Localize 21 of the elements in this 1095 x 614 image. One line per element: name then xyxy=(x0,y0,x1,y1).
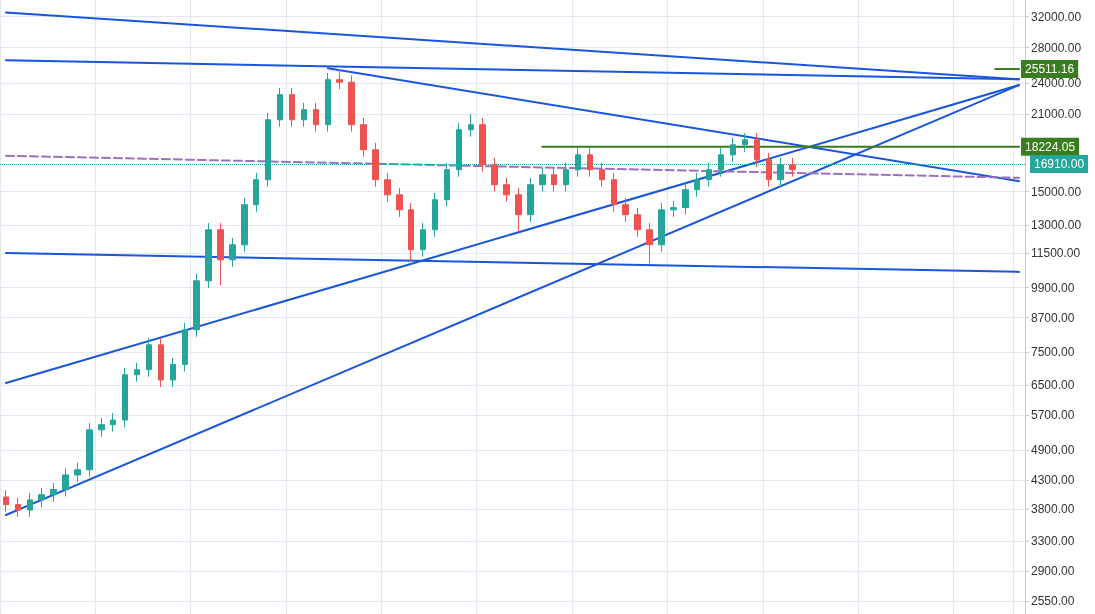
y-tick-label: 3300.00 xyxy=(1031,534,1075,549)
y-tick-label: 4900.00 xyxy=(1031,443,1075,458)
data-label: 18224.05 xyxy=(1025,139,1076,154)
y-tick-label: 7500.00 xyxy=(1031,344,1075,359)
y-tick-label: 2900.00 xyxy=(1031,564,1075,579)
y-tick-label: 13000.00 xyxy=(1031,217,1082,232)
y-tick-label: 15000.00 xyxy=(1031,184,1082,199)
y-tick-label: 4300.00 xyxy=(1031,473,1075,488)
y-tick-label: 32000.00 xyxy=(1031,9,1082,24)
y-tick-label: 9900.00 xyxy=(1031,280,1075,295)
y-tick-label: 8700.00 xyxy=(1031,310,1075,325)
y-tick-label: 21000.00 xyxy=(1031,106,1082,121)
data-label: 25511.16 xyxy=(1025,62,1075,77)
y-tick-label: 11500.00 xyxy=(1031,246,1081,261)
y-tick-label: 6500.00 xyxy=(1031,377,1075,392)
ref-line-label: 16910.00 xyxy=(1034,157,1085,172)
y-tick-label: 3800.00 xyxy=(1031,501,1075,516)
y-tick-label: 5700.00 xyxy=(1031,408,1075,423)
y-tick-label: 28000.00 xyxy=(1031,40,1082,55)
y-tick-label: 24000.00 xyxy=(1031,76,1082,91)
y-tick-label: 2550.00 xyxy=(1031,593,1075,608)
